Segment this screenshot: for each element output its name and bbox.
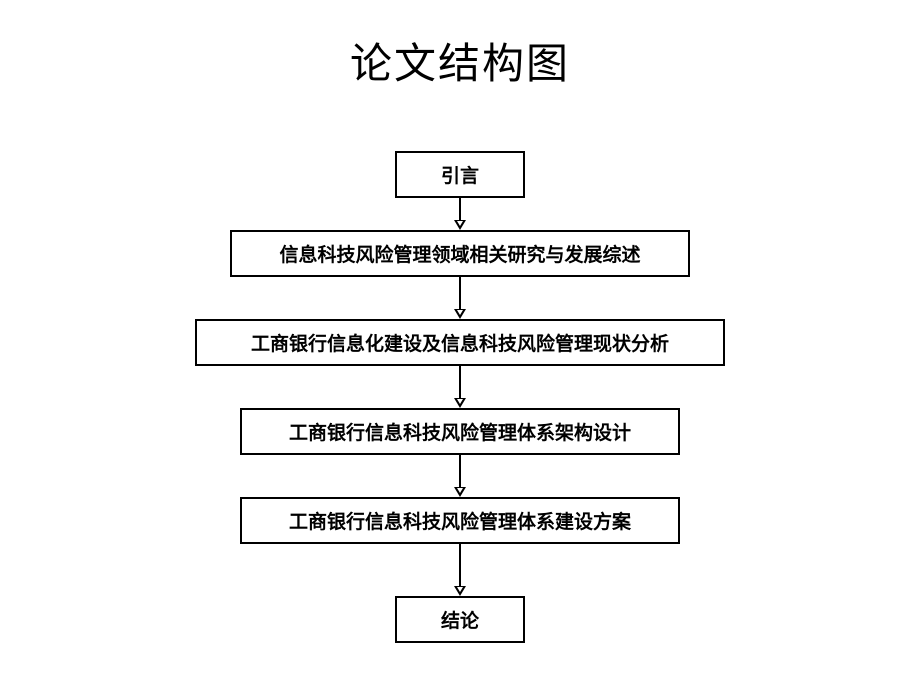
arrow-down-icon <box>454 309 466 319</box>
arrow-5 <box>454 544 466 596</box>
arrow-down-icon <box>454 220 466 230</box>
flowchart-container: 引言 信息科技风险管理领域相关研究与发展综述 工商银行信息化建设及信息科技风险管… <box>0 151 920 643</box>
flowchart-node-analysis: 工商银行信息化建设及信息科技风险管理现状分析 <box>195 319 725 366</box>
flowchart-node-plan: 工商银行信息科技风险管理体系建设方案 <box>240 497 680 544</box>
arrow-1 <box>454 198 466 230</box>
arrow-2 <box>454 277 466 319</box>
page-title: 论文结构图 <box>0 0 920 91</box>
flowchart-node-intro: 引言 <box>395 151 525 198</box>
arrow-down-icon <box>454 398 466 408</box>
arrow-4 <box>454 455 466 497</box>
arrow-down-icon <box>454 586 466 596</box>
flowchart-node-conclusion: 结论 <box>395 596 525 643</box>
arrow-down-icon <box>454 487 466 497</box>
arrow-3 <box>454 366 466 408</box>
flowchart-node-review: 信息科技风险管理领域相关研究与发展综述 <box>230 230 690 277</box>
flowchart-node-architecture: 工商银行信息科技风险管理体系架构设计 <box>240 408 680 455</box>
